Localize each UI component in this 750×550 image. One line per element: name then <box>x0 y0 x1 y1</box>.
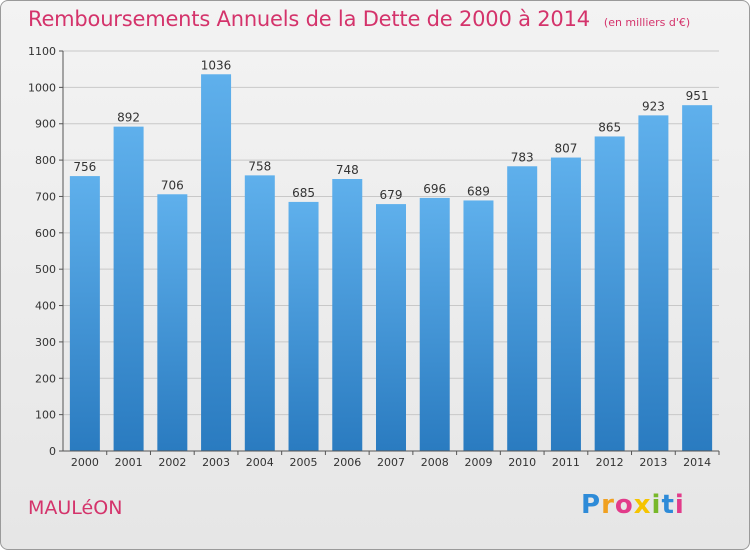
value-label-2014: 951 <box>686 89 709 103</box>
x-axis-ticks: 2000 2001 2002 2003 2004 2005 2006 2007 2008 2009… <box>71 451 720 469</box>
bar-2008 <box>419 197 450 451</box>
bar-2014 <box>682 105 713 451</box>
bar-2013 <box>638 115 669 451</box>
value-label-2012: 865 <box>598 120 621 134</box>
bar-2001 <box>113 126 144 452</box>
x-tick-label-2007: 2007 <box>377 456 405 469</box>
y-tick-label: 1000 <box>28 81 56 94</box>
x-tick-label-2011: 2011 <box>552 456 580 469</box>
bar-2003 <box>201 74 232 451</box>
value-label-2000: 756 <box>73 160 96 174</box>
x-tick-label-2012: 2012 <box>596 456 624 469</box>
y-tick-label: 1100 <box>28 45 56 58</box>
y-tick-label: 800 <box>35 154 56 167</box>
value-label-2002: 706 <box>161 178 184 192</box>
value-label-2004: 758 <box>248 159 271 173</box>
brand-letter-5: t <box>661 490 675 520</box>
value-label-2009: 689 <box>467 184 490 198</box>
value-label-2003: 1036 <box>201 58 232 72</box>
commune-name: MAULéON <box>28 497 123 519</box>
x-tick-label-2001: 2001 <box>115 456 143 469</box>
y-tick-label: 100 <box>35 409 56 422</box>
bar-2005 <box>288 201 319 451</box>
y-tick-label: 700 <box>35 190 56 203</box>
bar-2009 <box>463 200 494 451</box>
chart-subtitle: (en milliers d'€) <box>603 16 691 29</box>
x-tick-label-2010: 2010 <box>508 456 536 469</box>
value-label-2006: 748 <box>336 163 359 177</box>
axes <box>62 51 719 452</box>
bar-2004 <box>244 175 275 451</box>
value-label-2007: 679 <box>380 188 403 202</box>
x-tick-label-2005: 2005 <box>290 456 318 469</box>
x-tick-label-2003: 2003 <box>202 456 230 469</box>
x-tick-label-2014: 2014 <box>683 456 711 469</box>
y-axis-ticks: 0 100 200 300 400 500 600 700 800 900 1000 1100 <box>28 45 63 458</box>
y-tick-label: 400 <box>35 300 56 313</box>
x-tick-label-2006: 2006 <box>333 456 361 469</box>
brand-letter-4: i <box>651 490 662 520</box>
x-tick-label-2000: 2000 <box>71 456 99 469</box>
x-tick-label-2002: 2002 <box>158 456 186 469</box>
brand-letter-2: o <box>614 490 634 520</box>
value-labels: 756 892 706 1036 758 685 748 679 696 689 783 807 865… <box>73 58 708 202</box>
brand-letter-0: P <box>581 490 602 520</box>
value-label-2001: 892 <box>117 111 140 125</box>
value-label-2008: 696 <box>423 182 446 196</box>
x-tick-label-2004: 2004 <box>246 456 274 469</box>
title-row: Remboursements Annuels de la Dette de 20… <box>28 7 690 31</box>
y-tick-label: 300 <box>35 336 56 349</box>
value-label-2010: 783 <box>511 150 534 164</box>
y-tick-label: 600 <box>35 227 56 240</box>
brand-letter-1: r <box>601 490 615 520</box>
brand-logo: Proxiti <box>581 490 685 520</box>
bar-2006 <box>332 179 363 451</box>
x-tick-label-2009: 2009 <box>464 456 492 469</box>
bar-2002 <box>157 194 188 452</box>
bar-2012 <box>594 136 625 452</box>
bars <box>69 74 713 452</box>
value-label-2011: 807 <box>554 142 577 156</box>
brand-letter-3: x <box>633 490 652 520</box>
x-tick-label-2013: 2013 <box>639 456 667 469</box>
value-label-2005: 685 <box>292 186 315 200</box>
x-tick-label-2008: 2008 <box>421 456 449 469</box>
chart-title: Remboursements Annuels de la Dette de 20… <box>28 7 590 31</box>
y-tick-label: 900 <box>35 118 56 131</box>
y-tick-label: 500 <box>35 263 56 276</box>
bar-2011 <box>550 157 581 451</box>
value-label-2013: 923 <box>642 99 665 113</box>
brand-letter-6: i <box>674 490 685 520</box>
bar-2000 <box>69 176 100 451</box>
y-tick-label: 200 <box>35 372 56 385</box>
bar-2010 <box>507 166 538 452</box>
bar-2007 <box>376 204 406 451</box>
y-tick-label: 0 <box>49 445 56 458</box>
